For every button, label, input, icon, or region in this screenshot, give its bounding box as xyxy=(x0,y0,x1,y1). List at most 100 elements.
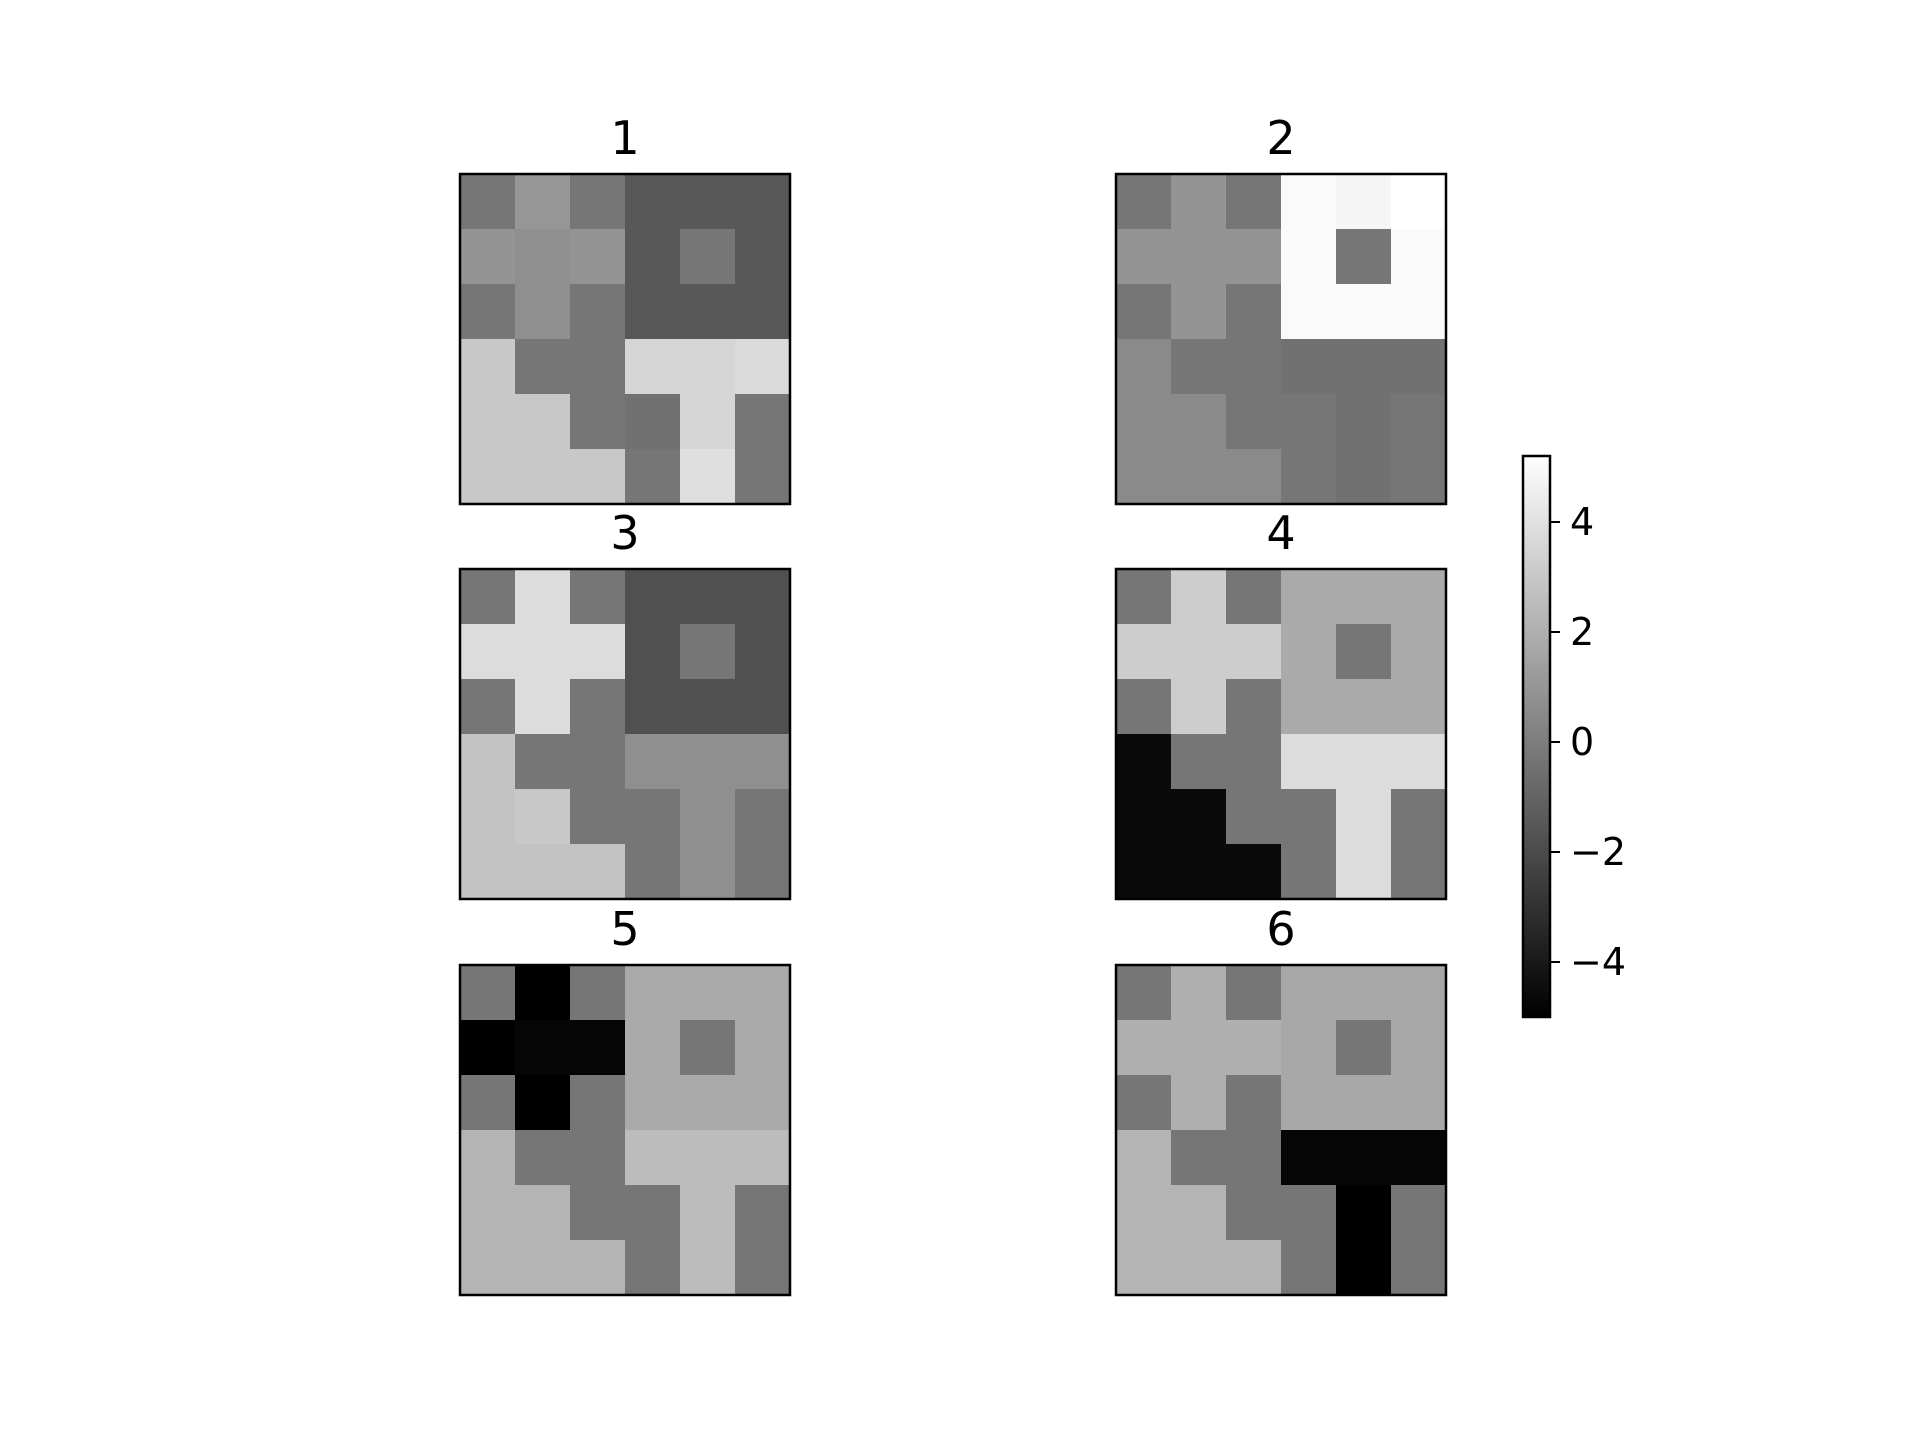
heatmap-cell xyxy=(680,1240,736,1296)
heatmap-cell xyxy=(1281,339,1337,395)
heatmap-cell xyxy=(680,789,736,845)
heatmap-cell xyxy=(515,449,571,505)
heatmap-cell xyxy=(1336,339,1392,395)
heatmap-cell xyxy=(1391,569,1447,625)
heatmap-cell xyxy=(570,339,626,395)
heatmap-cell xyxy=(1336,1185,1392,1241)
heatmap-cell xyxy=(570,449,626,505)
heatmap-cell xyxy=(515,339,571,395)
heatmap-cell xyxy=(1336,449,1392,505)
heatmap-cell xyxy=(1116,1185,1172,1241)
heatmap-cell xyxy=(1171,1130,1227,1186)
heatmap-cell xyxy=(1226,624,1282,680)
heatmap-cell xyxy=(680,284,736,340)
heatmap-cell xyxy=(735,1020,791,1076)
heatmap-cell xyxy=(625,1130,681,1186)
panel-title: 4 xyxy=(1266,506,1295,560)
heatmap-cell xyxy=(1226,449,1282,505)
heatmap-cell xyxy=(625,624,681,680)
heatmap-panel-3: 3 xyxy=(458,506,792,901)
heatmap-cell xyxy=(515,679,571,735)
heatmap-cell xyxy=(1116,284,1172,340)
heatmap-cell xyxy=(735,965,791,1021)
heatmap-cell xyxy=(680,679,736,735)
heatmap-cell xyxy=(1171,1075,1227,1131)
panel-frame xyxy=(1114,567,1448,901)
heatmap-cell xyxy=(1336,679,1392,735)
heatmap-cell xyxy=(735,449,791,505)
heatmap-cell xyxy=(1281,679,1337,735)
heatmap-cell xyxy=(1171,734,1227,790)
heatmap-cell xyxy=(1171,229,1227,285)
heatmap-cell xyxy=(625,965,681,1021)
heatmap-cell xyxy=(1226,1075,1282,1131)
heatmap-cell xyxy=(625,1240,681,1296)
heatmap-cell xyxy=(1336,965,1392,1021)
heatmap-cell xyxy=(460,1020,516,1076)
heatmap-cell xyxy=(460,624,516,680)
heatmap-cell xyxy=(625,569,681,625)
heatmap-cell xyxy=(515,965,571,1021)
panel-frame xyxy=(458,567,792,901)
heatmap-cell xyxy=(1226,569,1282,625)
heatmap-cell xyxy=(1171,174,1227,230)
heatmap-cell xyxy=(1336,844,1392,900)
heatmap-cell xyxy=(1336,284,1392,340)
heatmap-cell xyxy=(680,624,736,680)
heatmap-cell xyxy=(1281,789,1337,845)
heatmap-cell xyxy=(515,844,571,900)
heatmap-cell xyxy=(460,174,516,230)
heatmap-cell xyxy=(1391,734,1447,790)
colorbar: −4 −2 0 2 4 xyxy=(1521,454,1626,1019)
heatmap-cell xyxy=(460,734,516,790)
heatmap-cell xyxy=(1171,1185,1227,1241)
heatmap-cell xyxy=(1171,449,1227,505)
panel-frame xyxy=(458,963,792,1297)
heatmap-cell xyxy=(1171,284,1227,340)
heatmap-cell xyxy=(1391,1075,1447,1131)
heatmap-cell xyxy=(570,1075,626,1131)
heatmap-cell xyxy=(1226,789,1282,845)
heatmap-cell xyxy=(1336,174,1392,230)
heatmap-cell xyxy=(1116,1130,1172,1186)
heatmap-cell xyxy=(1171,965,1227,1021)
heatmap-cell xyxy=(1281,1020,1337,1076)
heatmap-cell xyxy=(1116,734,1172,790)
heatmap-cell xyxy=(515,1185,571,1241)
heatmap-cell xyxy=(460,679,516,735)
heatmap-cell xyxy=(1116,229,1172,285)
heatmap-cell xyxy=(1171,339,1227,395)
heatmap-cell xyxy=(680,569,736,625)
heatmap-cell xyxy=(460,1130,516,1186)
heatmap-cell xyxy=(1281,1075,1337,1131)
heatmap-panel-5: 5 xyxy=(458,902,792,1297)
heatmap-cell xyxy=(735,174,791,230)
heatmap-cell xyxy=(515,789,571,845)
panel-title: 6 xyxy=(1266,902,1295,956)
panel-title: 3 xyxy=(610,506,639,560)
heatmap-cell xyxy=(625,174,681,230)
heatmap-cell xyxy=(1171,394,1227,450)
heatmap-cell xyxy=(680,1075,736,1131)
heatmap-cell xyxy=(570,569,626,625)
heatmap-cell xyxy=(1116,174,1172,230)
heatmap-cell xyxy=(1226,284,1282,340)
heatmap-cell xyxy=(1116,965,1172,1021)
heatmap-cell xyxy=(1391,965,1447,1021)
heatmap-cell xyxy=(570,734,626,790)
heatmap-cell xyxy=(735,229,791,285)
heatmap-cell xyxy=(625,844,681,900)
heatmap-cell xyxy=(735,844,791,900)
heatmap-cell xyxy=(1171,789,1227,845)
heatmap-cell xyxy=(460,394,516,450)
panel-frame xyxy=(1114,963,1448,1297)
heatmap-cell xyxy=(1281,965,1337,1021)
heatmap-cell xyxy=(515,229,571,285)
colorbar-tick-label: 2 xyxy=(1570,610,1594,654)
heatmap-cell xyxy=(1226,394,1282,450)
colorbar-tick-label: 4 xyxy=(1570,500,1594,544)
colorbar-gradient xyxy=(1523,456,1550,1017)
heatmap-cell xyxy=(735,394,791,450)
heatmap-cell xyxy=(515,284,571,340)
heatmap-cell xyxy=(1226,1020,1282,1076)
